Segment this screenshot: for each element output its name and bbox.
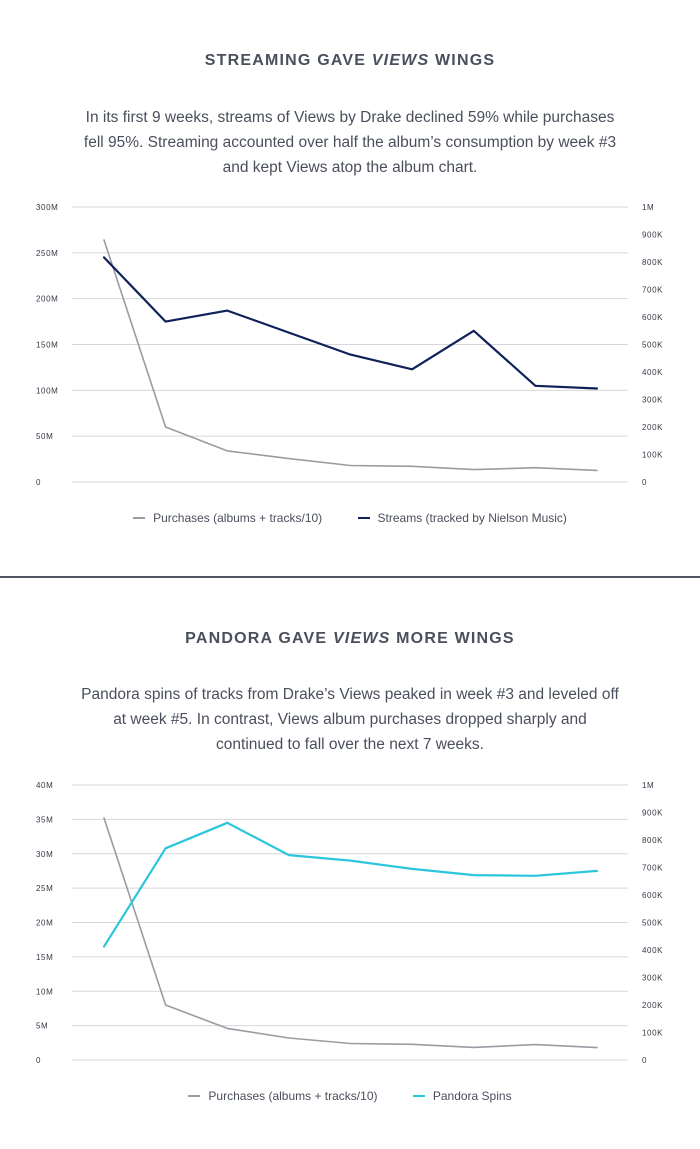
right-axis-tick-label: 600K [642,891,663,900]
chart-legend: Purchases (albums + tracks/10) Streams (… [0,511,700,525]
legend-swatch [357,516,370,519]
chart-title: STREAMING GAVE VIEWS WINGS [204,52,496,69]
right-axis-tick-label: 300K [642,396,663,405]
left-axis-tick-label: 150M [36,341,58,350]
legend-swatch [133,516,146,519]
right-axis-tick-label: 100K [642,1029,663,1038]
legend-swatch [188,1094,201,1097]
right-axis-tick-label: 100K [642,451,663,460]
legend-item-purchases: Purchases (albums + tracks/10) [133,511,322,525]
chart-legend: Purchases (albums + tracks/10) Pandora S… [0,1089,700,1103]
left-axis-tick-label: 200M [36,295,58,304]
section-streaming: STREAMING GAVE VIEWS WINGS In its first … [0,52,700,525]
chart-description: Pandora spins of tracks from Drake’s Vie… [81,686,619,753]
right-axis-tick-label: 300K [642,974,663,983]
right-axis-tick-label: 700K [642,286,663,295]
left-axis-tick-label: 0 [36,478,41,487]
streaming-chart: 0 50M 100M 150M 200M 250M 300M 0 100K 200K 300K 400… [36,203,663,487]
section-pandora: PANDORA GAVE VIEWS MORE WINGS Pandora sp… [0,578,700,1149]
right-axis-tick-label: 400K [642,946,663,955]
left-axis-tick-label: 250M [36,249,58,258]
left-axis-tick-label: 30M [36,850,53,859]
right-axis-tick-label: 1M [642,203,654,212]
right-axis-tick-label: 500K [642,919,663,928]
right-axis-tick-label: 400K [642,368,663,377]
left-axis-tick-label: 40M [36,781,53,790]
right-axis-tick-label: 1M [642,781,654,790]
left-axis-tick-label: 50M [36,432,53,441]
left-axis-tick-label: 35M [36,815,53,824]
legend-swatch [412,1094,425,1097]
legend-label: Purchases (albums + tracks/10) [208,1089,378,1103]
legend-label: Purchases (albums + tracks/10) [153,511,323,525]
left-axis-tick-label: 5M [36,1022,48,1031]
right-axis-tick-label: 800K [642,258,663,267]
pandora-chart: 0 5M 10M 15M 20M 25M 30M 35M 40M 0 100K 200K 300K 400… [36,781,663,1065]
section-divider [0,576,700,578]
chart-description: In its first 9 weeks, streams of Views b… [83,109,617,176]
chart-title: PANDORA GAVE VIEWS MORE WINGS [185,630,515,647]
right-axis-tick-label: 500K [642,341,663,350]
right-axis-tick-label: 900K [642,809,663,818]
left-axis-tick-label: 15M [36,953,53,962]
left-axis-tick-label: 0 [36,1056,41,1065]
right-axis-tick-label: 0 [642,478,647,487]
right-axis-tick-label: 200K [642,423,663,432]
legend-item-streams: Streams (tracked by Nielson Music) [357,511,567,525]
legend-item-pandora: Pandora Spins [412,1089,512,1103]
left-axis-tick-label: 10M [36,987,53,996]
right-axis-tick-label: 900K [642,231,663,240]
right-axis-tick-label: 800K [642,836,663,845]
series-line-pandora-spins [102,821,599,948]
right-axis-tick-label: 700K [642,864,663,873]
series-line-streams-tracked-by-nielson-music [102,256,599,390]
left-axis-tick-label: 300M [36,203,58,212]
left-axis-tick-label: 20M [36,919,53,928]
right-axis-tick-label: 200K [642,1001,663,1010]
left-axis-tick-label: 100M [36,386,58,395]
right-axis-tick-label: 600K [642,313,663,322]
legend-label: Streams (tracked by Nielson Music) [377,511,567,525]
series-line-purchases-albums-tracks-10 [103,817,598,1049]
legend-label: Pandora Spins [432,1089,512,1103]
left-axis-tick-label: 25M [36,884,53,893]
legend-item-purchases: Purchases (albums + tracks/10) [188,1089,378,1103]
right-axis-tick-label: 0 [642,1056,647,1065]
